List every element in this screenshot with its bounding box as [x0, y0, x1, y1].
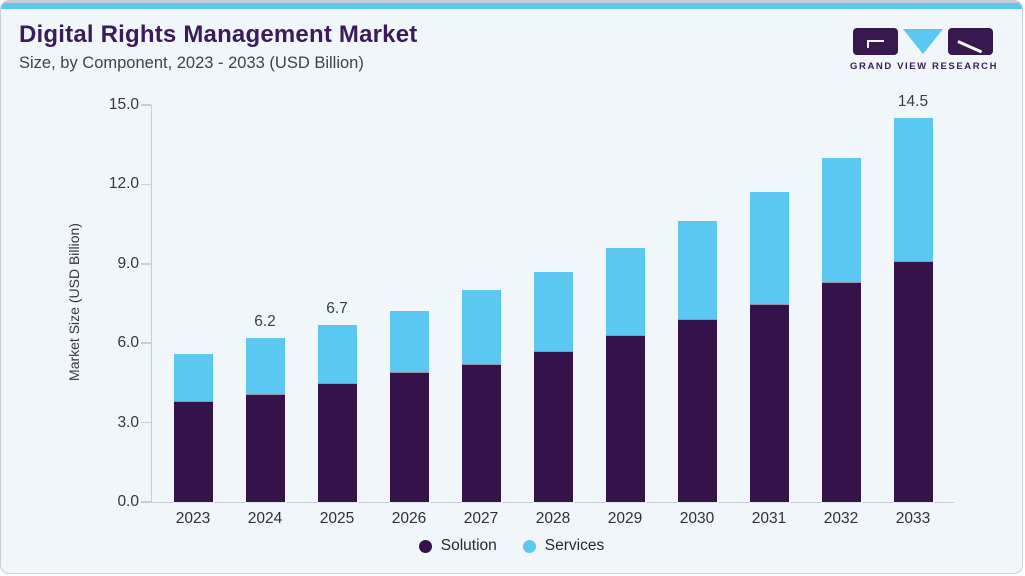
y-axis-tick: [140, 501, 151, 503]
legend-label-services: Services: [544, 537, 605, 554]
y-tick-label: 6.0: [117, 334, 139, 352]
bar-segment-solution-2024: [245, 393, 285, 502]
page-title: Digital Rights Management Market: [19, 21, 418, 48]
legend-label-solution: Solution: [440, 537, 497, 554]
bar-segment-solution-2028: [533, 351, 573, 502]
x-tick-label-2032: 2032: [823, 510, 859, 527]
x-tick-label-2026: 2026: [391, 510, 427, 527]
legend-item-solution: Solution: [418, 537, 497, 555]
x-tick-label-2029: 2029: [607, 510, 643, 527]
bar-segment-services-2030: [677, 221, 717, 320]
x-tick-label-2025: 2025: [319, 510, 355, 527]
logo-v-triangle-icon: [903, 28, 943, 54]
x-tick-label-2028: 2028: [535, 510, 571, 527]
bar-segment-services-2023: [173, 353, 213, 402]
legend-swatch-services-icon: [522, 539, 536, 553]
bar-segment-services-2028: [533, 271, 573, 352]
bar-segment-services-2032: [821, 157, 861, 283]
y-tick-label: 12.0: [108, 175, 139, 193]
bar-segment-services-2025: [317, 324, 357, 383]
logo-r-glyph-icon: [957, 39, 983, 53]
y-tick-label: 9.0: [117, 254, 139, 272]
bar-total-label-2033: 14.5: [897, 93, 929, 111]
brand-logo: GRAND VIEW RESEARCH: [850, 27, 999, 72]
bar-segment-solution-2032: [821, 282, 861, 502]
x-tick-label-2030: 2030: [679, 510, 715, 527]
bar-segment-solution-2025: [317, 382, 357, 502]
page-subtitle: Size, by Component, 2023 - 2033 (USD Bil…: [19, 54, 364, 72]
y-axis-title: Market Size (USD Billion): [66, 223, 82, 381]
x-tick-label-2031: 2031: [751, 510, 787, 527]
legend-swatch-solution-icon: [418, 539, 432, 553]
bar-segment-solution-2030: [677, 319, 717, 502]
y-axis-tick: [140, 183, 151, 186]
logo-g-glyph-icon: [867, 39, 884, 48]
x-tick-label-2033: 2033: [895, 510, 931, 527]
bar-total-label-2025: 6.7: [326, 299, 348, 317]
logo-g-block-icon: [853, 27, 898, 55]
bar-segment-solution-2027: [461, 364, 501, 502]
bar-segment-services-2024: [245, 337, 285, 394]
bar-segment-services-2026: [389, 311, 429, 373]
x-tick-label-2023: 2023: [175, 510, 211, 527]
top-accent-bar: [1, 1, 1022, 9]
bar-segment-services-2033: [893, 118, 933, 262]
bar-segment-solution-2029: [605, 335, 645, 502]
bar-segment-services-2031: [749, 192, 789, 304]
x-tick-label-2027: 2027: [463, 510, 499, 527]
brand-logo-marks: [850, 27, 996, 55]
brand-name: GRAND VIEW RESEARCH: [850, 61, 999, 72]
bar-segment-services-2027: [461, 290, 501, 365]
y-axis-tick: [140, 263, 151, 265]
chart-legend: Solution Services: [1, 537, 1022, 555]
y-tick-label: 0.0: [117, 493, 139, 510]
x-tick-label-2024: 2024: [247, 510, 283, 527]
y-axis-tick: [140, 342, 151, 344]
bar-total-label-2024: 6.2: [254, 312, 276, 330]
y-axis-tick: [140, 421, 151, 424]
logo-r-block-icon: [948, 27, 993, 55]
bar-segment-services-2029: [605, 247, 645, 336]
bar-segment-solution-2031: [749, 303, 789, 502]
bar-segment-solution-2026: [389, 372, 429, 502]
y-tick-label: 3.0: [117, 413, 139, 431]
bar-segment-solution-2033: [893, 261, 933, 502]
y-axis-tick: [140, 104, 151, 106]
y-tick-label: 15.0: [108, 96, 139, 113]
legend-item-services: Services: [522, 537, 605, 555]
plot-area: 0.0 3.0 6.0 9.0 12.0 15.0 2023 2024 6.2 2025 6.7 20…: [109, 93, 954, 527]
bar-segment-solution-2023: [173, 401, 213, 502]
